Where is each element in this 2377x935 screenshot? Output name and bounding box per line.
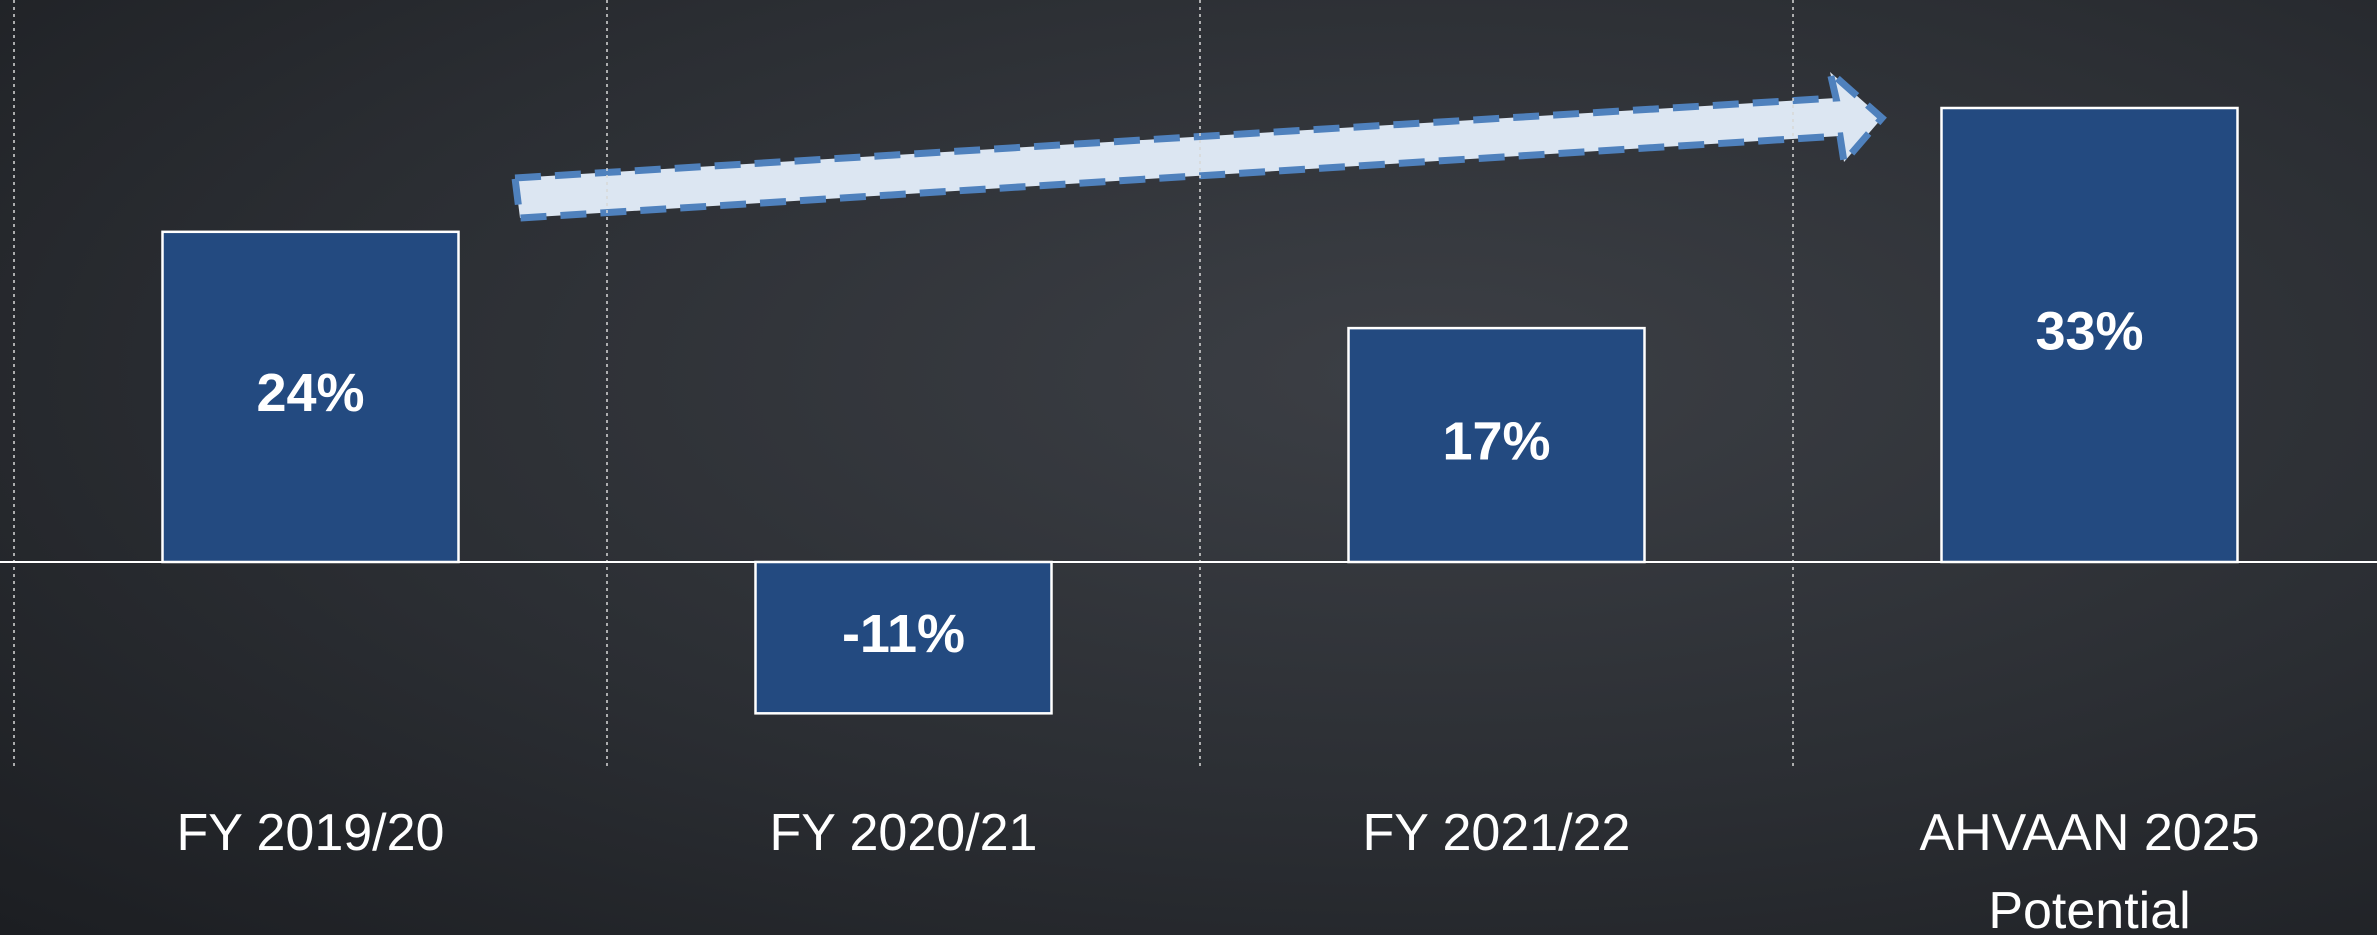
category-label: FY 2020/21 [769,804,1038,862]
trend-arrow [511,62,1887,222]
value-label: 17% [1442,411,1550,471]
bar [1347,326,1646,564]
category-label: FY 2021/22 [1362,804,1631,862]
bar [754,560,1053,715]
value-label: -11% [842,604,965,664]
bar [161,230,460,564]
category-label: FY 2019/20 [176,804,445,862]
bar [1940,106,2239,564]
value-label: 24% [256,363,364,423]
value-label: 33% [2035,301,2143,361]
category-label: AHVAAN 2025 Potential [1919,804,2260,935]
